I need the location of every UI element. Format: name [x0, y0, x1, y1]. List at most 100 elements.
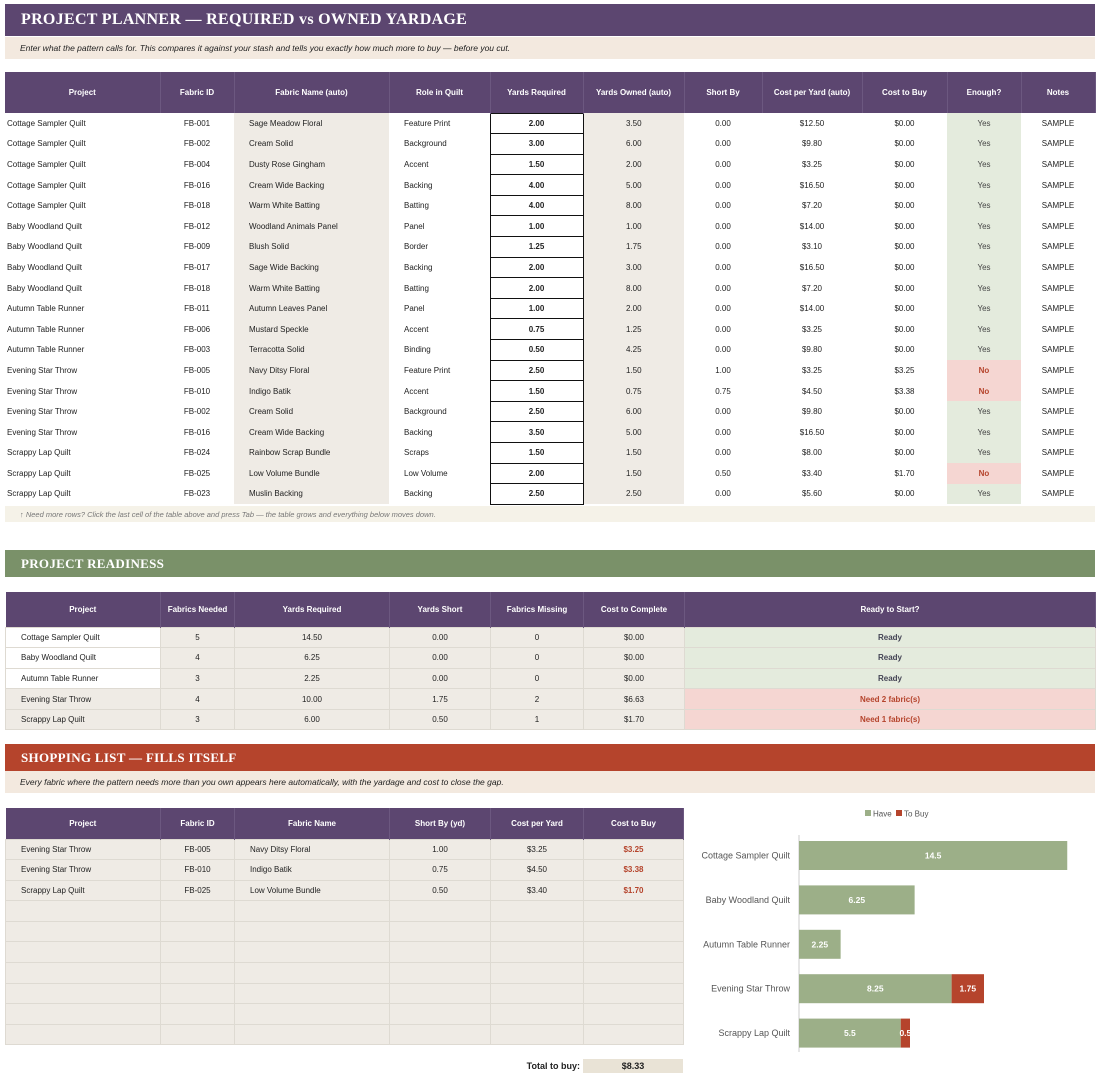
planner-table: Project Fabric ID Fabric Name (auto) Role i… — [5, 72, 1096, 505]
empty-cell[interactable] — [490, 1023, 584, 1046]
empty-cell[interactable] — [389, 920, 491, 943]
cell-role-in-quilt: Background — [404, 407, 447, 417]
cell-short-by-yd: 1.00 — [389, 838, 491, 861]
empty-cell[interactable] — [389, 1003, 491, 1025]
empty-cell[interactable] — [5, 962, 161, 984]
empty-cell[interactable] — [389, 941, 491, 964]
cell-yards-required[interactable]: 2.50 — [489, 359, 584, 382]
header-yards-required: Yards Required — [234, 592, 390, 627]
empty-cell[interactable] — [389, 962, 491, 984]
cell-yards-required[interactable]: 2.00 — [489, 462, 584, 485]
cell-yards-owned-auto: 5.00 — [583, 174, 684, 196]
empty-cell[interactable] — [160, 1023, 235, 1046]
table-row: Scrappy Lap Quilt 3 6.00 0.50 1 $1.70 Need 1 f… — [5, 708, 1096, 731]
empty-cell[interactable] — [234, 941, 390, 964]
cell-project: Baby Woodland Quilt — [7, 221, 83, 231]
cell-yards-required[interactable]: 2.00 — [489, 277, 584, 299]
empty-cell[interactable] — [234, 900, 390, 922]
yardage-chart: Have To Buy Cottage Sampler Quilt 14.5 Baby … — [701, 810, 1068, 1052]
cell-yards-required[interactable]: 2.00 — [489, 112, 584, 135]
cell-cost-to-buy: $3.25 — [583, 838, 684, 861]
cell-yards-required[interactable]: 1.00 — [489, 215, 584, 238]
cell-fabric-id: FB-010 — [160, 859, 235, 881]
cell-cost-to-buy: $0.00 — [894, 118, 915, 128]
empty-cell[interactable] — [5, 1003, 161, 1025]
empty-cell[interactable] — [583, 1023, 684, 1046]
cell-role-in-quilt: Panel — [404, 304, 425, 314]
empty-cell[interactable] — [583, 982, 684, 1005]
empty-cell[interactable] — [234, 962, 390, 984]
cell-fabric-id: FB-025 — [183, 468, 211, 478]
cell-project: Autumn Table Runner — [5, 667, 161, 690]
empty-cell[interactable] — [389, 982, 491, 1005]
cell-yards-required[interactable]: 4.00 — [489, 194, 584, 217]
cell-cost-to-buy: $0.00 — [894, 180, 915, 190]
empty-cell[interactable] — [234, 1003, 390, 1025]
cell-cost-to-buy: $1.70 — [583, 879, 684, 902]
cell-yards-required[interactable]: 2.50 — [489, 483, 584, 505]
cell-cost-to-buy: $0.00 — [894, 201, 915, 211]
cell-yards-required[interactable]: 1.00 — [489, 297, 584, 320]
cell-cost-per-yard-auto: $7.20 — [801, 201, 823, 211]
empty-cell[interactable] — [234, 982, 390, 1005]
cell-short-by: 0.00 — [715, 407, 731, 417]
cell-yards-required[interactable]: 3.50 — [489, 421, 584, 443]
cell-cost-to-buy: $3.38 — [583, 859, 684, 881]
cell-yards-required[interactable]: 1.50 — [489, 380, 584, 402]
empty-cell[interactable] — [583, 941, 684, 964]
table-row: Evening Star Throw FB-005 Navy Ditsy Flora… — [5, 359, 1095, 382]
cell-cost-to-buy: $0.00 — [894, 407, 915, 417]
empty-cell[interactable] — [160, 920, 235, 943]
cell-yards-required[interactable]: 1.25 — [489, 236, 584, 258]
empty-cell[interactable] — [490, 982, 584, 1005]
empty-cell[interactable] — [389, 1023, 491, 1046]
empty-cell[interactable] — [490, 1003, 584, 1025]
cell-cost-to-buy: $3.38 — [894, 386, 915, 396]
empty-cell[interactable] — [5, 920, 161, 943]
empty-cell[interactable] — [160, 962, 235, 984]
empty-cell[interactable] — [490, 941, 584, 964]
empty-cell[interactable] — [583, 900, 684, 922]
cell-short-by-yd: 0.75 — [389, 859, 491, 881]
empty-cell[interactable] — [234, 1023, 390, 1046]
cell-project: Autumn Table Runner — [7, 304, 85, 314]
empty-cell[interactable] — [5, 900, 161, 922]
cell-fabric-id: FB-017 — [183, 262, 211, 272]
empty-cell[interactable] — [5, 941, 161, 964]
table-row: Baby Woodland Quilt 4 6.25 0.00 0 $0.00 Ready — [5, 647, 1096, 669]
cell-yards-required[interactable]: 0.75 — [489, 318, 584, 341]
cell-cost-to-complete: $0.00 — [583, 626, 685, 649]
cell-fabric-id: FB-009 — [183, 242, 211, 252]
cell-yards-required[interactable]: 0.50 — [489, 339, 584, 361]
cell-yards-required[interactable]: 1.50 — [489, 442, 584, 464]
cell-fabric-id: FB-002 — [183, 139, 211, 149]
cell-cost-to-buy: $0.00 — [894, 262, 915, 272]
cell-fabrics-needed: 4 — [160, 647, 235, 669]
cell-yards-required[interactable]: 1.50 — [489, 153, 584, 176]
cell-yards-required[interactable]: 2.00 — [489, 256, 584, 279]
empty-cell[interactable] — [5, 982, 161, 1005]
cell-yards-required[interactable]: 2.50 — [489, 400, 584, 423]
empty-cell[interactable] — [583, 1003, 684, 1025]
cell-enough: Yes — [947, 483, 1021, 505]
empty-cell[interactable] — [490, 962, 584, 984]
cell-fabric-name-auto: Blush Solid — [234, 236, 389, 258]
cell-fabric-name-auto: Cream Solid — [234, 401, 389, 422]
empty-row — [5, 941, 684, 964]
cell-enough: Yes — [947, 174, 1021, 196]
empty-cell[interactable] — [583, 962, 684, 984]
empty-cell[interactable] — [583, 920, 684, 943]
cell-yards-required[interactable]: 4.00 — [489, 174, 584, 196]
cell-short-by: 0.00 — [715, 448, 731, 458]
empty-cell[interactable] — [490, 900, 584, 922]
empty-cell[interactable] — [160, 982, 235, 1005]
cell-project: Baby Woodland Quilt — [7, 262, 83, 272]
empty-cell[interactable] — [5, 1023, 161, 1046]
empty-cell[interactable] — [160, 900, 235, 922]
cell-yards-required[interactable]: 3.00 — [489, 133, 584, 155]
empty-cell[interactable] — [389, 900, 491, 922]
empty-cell[interactable] — [160, 1003, 235, 1025]
empty-cell[interactable] — [234, 920, 390, 943]
empty-cell[interactable] — [490, 920, 584, 943]
empty-cell[interactable] — [160, 941, 235, 964]
